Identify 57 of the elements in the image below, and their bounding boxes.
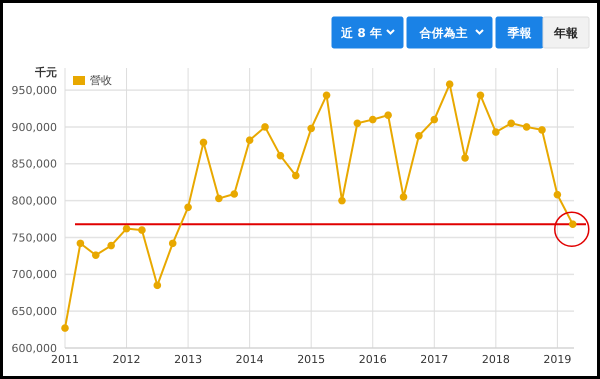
point: [261, 123, 269, 131]
y-axis-title: 千元: [34, 66, 57, 79]
point: [246, 136, 254, 144]
point: [400, 193, 408, 201]
point: [107, 242, 115, 250]
point: [322, 91, 330, 100]
y-tick-label: 800,000: [12, 194, 57, 208]
point: [122, 224, 130, 232]
point: [92, 251, 100, 259]
x-tick-label: 2016: [358, 353, 387, 366]
point: [154, 282, 162, 290]
y-tick-label: 900,000: [12, 120, 57, 134]
point: [215, 194, 223, 202]
point: [368, 116, 377, 124]
point: [292, 172, 300, 180]
point: [446, 80, 454, 88]
point: [476, 91, 484, 100]
x-tick-label: 2014: [236, 353, 264, 366]
text: 合併為主: [418, 26, 468, 40]
x-tick-label: 2018: [482, 353, 510, 366]
y-tick-label: 950,000: [12, 84, 57, 97]
y-tick-label: 700,000: [12, 268, 57, 282]
point: [492, 128, 500, 136]
y-tick-label: 650,000: [12, 305, 57, 318]
point: [168, 240, 177, 248]
point: [184, 203, 192, 212]
x-tick-label: 2017: [420, 353, 448, 366]
point: [430, 116, 438, 124]
x-tick-label: 2019: [543, 353, 572, 366]
point: [76, 240, 84, 248]
point: [538, 126, 546, 134]
x-tick-label: 2013: [174, 353, 202, 366]
point: [415, 132, 423, 140]
text: 近 8 年: [340, 26, 382, 40]
x-tick-label: 2012: [112, 353, 141, 366]
point: [384, 111, 392, 119]
point: [230, 190, 238, 198]
point: [307, 124, 315, 132]
point: [554, 190, 562, 199]
y-tick-label: 850,000: [12, 158, 57, 171]
x-tick-label: 2011: [51, 353, 79, 366]
legend-label: 營收: [90, 74, 112, 87]
point: [200, 138, 208, 146]
point: [568, 220, 577, 228]
x-tick-label: 2015: [297, 353, 326, 366]
point: [338, 196, 346, 204]
point: [61, 324, 69, 332]
point: [507, 119, 516, 128]
text: 季報: [506, 26, 532, 40]
text: 年報: [553, 26, 579, 40]
point: [461, 154, 469, 162]
point: [522, 123, 530, 131]
point: [354, 119, 362, 128]
point: [276, 152, 284, 160]
point: [138, 226, 146, 234]
y-tick-label: 600,000: [12, 342, 57, 355]
y-tick-label: 750,000: [12, 231, 57, 244]
